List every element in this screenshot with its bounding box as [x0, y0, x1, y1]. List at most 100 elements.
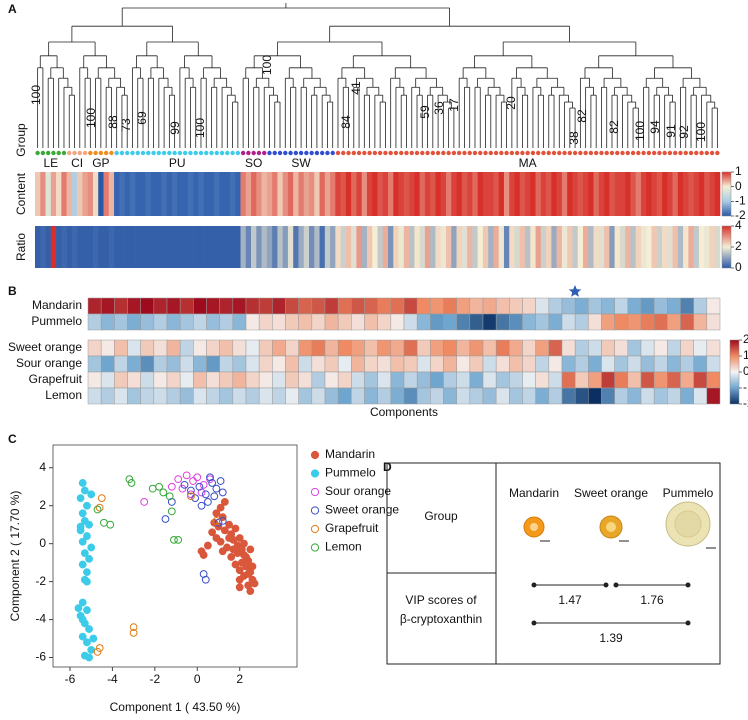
heatmap-cell — [588, 172, 594, 216]
heatmap-cell — [61, 226, 67, 268]
heatmap-cell — [319, 172, 326, 216]
heatmap-cell — [714, 172, 721, 216]
leaf-dot — [593, 150, 599, 156]
heatmap-cell — [627, 339, 642, 357]
heatmap-cell — [285, 313, 299, 331]
heatmap-cell — [561, 371, 576, 389]
y-tick-label: 2 — [39, 498, 46, 512]
heatmap-cell — [667, 387, 681, 405]
heatmap-cell — [345, 172, 352, 216]
heatmap-cell — [688, 172, 694, 216]
heatmap-cell — [177, 172, 183, 216]
leaf-dot — [536, 150, 541, 156]
heatmap-cell — [351, 355, 365, 373]
y-tick-label: -4 — [35, 612, 46, 626]
heatmap-cell — [509, 297, 523, 315]
scatter-point — [76, 494, 85, 503]
heatmap-cell — [509, 387, 523, 405]
scatter-point — [250, 579, 259, 588]
heatmap-cell — [127, 355, 141, 373]
group-label: PU — [169, 156, 186, 170]
scatter-point — [167, 507, 176, 516]
leaf-dot — [172, 150, 177, 156]
heatmap-cell — [245, 371, 260, 389]
heatmap-cell — [140, 172, 146, 216]
heatmap-cell — [335, 226, 341, 268]
heatmap-cell — [324, 387, 339, 405]
heatmap-cell — [614, 297, 629, 315]
leaf-dot — [45, 150, 51, 156]
heatmap-cell — [235, 226, 241, 268]
scatter-point — [225, 520, 234, 529]
heatmap-cell — [177, 226, 183, 268]
heatmap-cell — [256, 226, 262, 268]
group-label: SO — [245, 156, 262, 170]
heatmap-cell — [574, 313, 589, 331]
leaf-dot — [683, 150, 688, 156]
heatmap-cell — [345, 226, 352, 268]
heatmap-cell — [293, 172, 299, 216]
scatter-point — [174, 475, 183, 484]
heatmap-cell — [140, 355, 155, 373]
row-label: Mandarin — [32, 298, 82, 312]
heatmap-cell — [503, 226, 510, 268]
heatmap-cell — [40, 226, 46, 268]
heatmap-cell — [714, 226, 721, 268]
heatmap-cell — [416, 371, 431, 389]
heatmap-cell — [567, 226, 573, 268]
heatmap-cell — [409, 172, 415, 216]
heatmap-cell — [435, 226, 442, 268]
leaf-dot — [351, 150, 356, 156]
heatmap-cell — [630, 172, 636, 216]
heatmap-cell — [693, 226, 700, 268]
heatmap-cell — [100, 313, 115, 331]
scatter-point — [85, 653, 93, 662]
heatmap-cell — [651, 226, 658, 268]
leaf-dot — [109, 150, 114, 156]
leaf-dot — [230, 150, 235, 156]
leaf-dot — [551, 150, 557, 156]
heatmap-cell — [224, 172, 231, 216]
heatmap-cell — [388, 226, 394, 268]
leaf-dot — [404, 150, 409, 156]
row-label: Sweet orange — [8, 340, 82, 354]
heatmap-cell — [588, 297, 602, 315]
leaf-dot — [98, 150, 104, 156]
scatter-point — [218, 488, 227, 497]
scatter-point — [178, 484, 187, 493]
bootstrap-label: 84 — [339, 115, 353, 129]
leaf-dot — [277, 150, 283, 156]
bootstrap-label: 88 — [106, 115, 120, 129]
scatter-point — [100, 518, 108, 527]
heatmap-cell — [272, 339, 286, 357]
bootstrap-label: 100 — [193, 118, 207, 138]
heatmap-cell — [430, 226, 436, 268]
leaf-dot — [583, 150, 588, 156]
heatmap-cell — [364, 371, 378, 389]
heatmap-cell — [298, 297, 313, 315]
heatmap-cell — [287, 172, 294, 216]
heatmap-cell — [546, 172, 552, 216]
heatmap-cell — [71, 226, 78, 268]
leaf-dot — [456, 150, 462, 156]
leaf-dot — [462, 150, 467, 156]
row-header: β-cryptoxanthin — [400, 612, 482, 626]
scatter-point — [210, 492, 219, 501]
leaf-dot — [167, 150, 172, 156]
heatmap-cell — [272, 172, 278, 216]
heatmap-cell — [382, 226, 389, 268]
heatmap-cell — [635, 226, 642, 268]
heatmap-cell — [298, 226, 305, 268]
colorbar-tick-label: -1 — [743, 380, 748, 394]
heatmap-cell — [206, 297, 220, 315]
heatmap-cell — [403, 297, 418, 315]
heatmap-cell — [625, 172, 631, 216]
scatter-point — [187, 486, 195, 495]
scatter-point — [235, 583, 244, 592]
leaf-dot — [641, 150, 646, 156]
heatmap-cell — [677, 226, 684, 268]
heatmap-cell — [646, 172, 652, 216]
heatmap-cell — [298, 313, 313, 331]
colorbar-tick-label: 0 — [743, 364, 748, 378]
heatmap-cell — [108, 226, 115, 268]
